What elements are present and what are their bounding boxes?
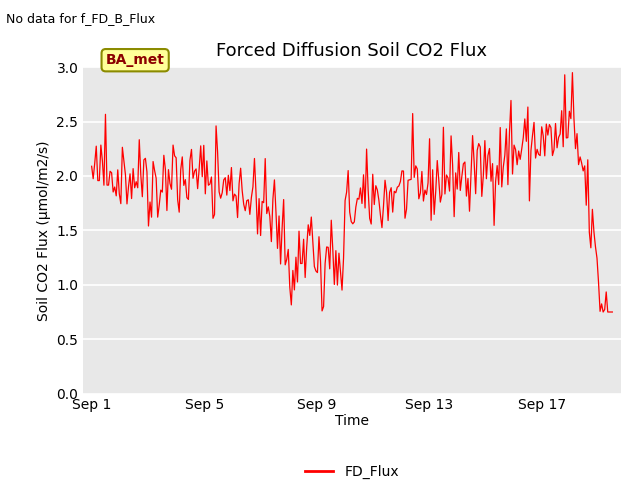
Text: BA_met: BA_met <box>106 53 164 67</box>
Title: Forced Diffusion Soil CO2 Flux: Forced Diffusion Soil CO2 Flux <box>216 42 488 60</box>
Text: No data for f_FD_B_Flux: No data for f_FD_B_Flux <box>6 12 156 25</box>
X-axis label: Time: Time <box>335 414 369 428</box>
Legend: FD_Flux: FD_Flux <box>300 459 404 480</box>
Y-axis label: Soil CO2 Flux (μmol/m2/s): Soil CO2 Flux (μmol/m2/s) <box>36 140 51 321</box>
